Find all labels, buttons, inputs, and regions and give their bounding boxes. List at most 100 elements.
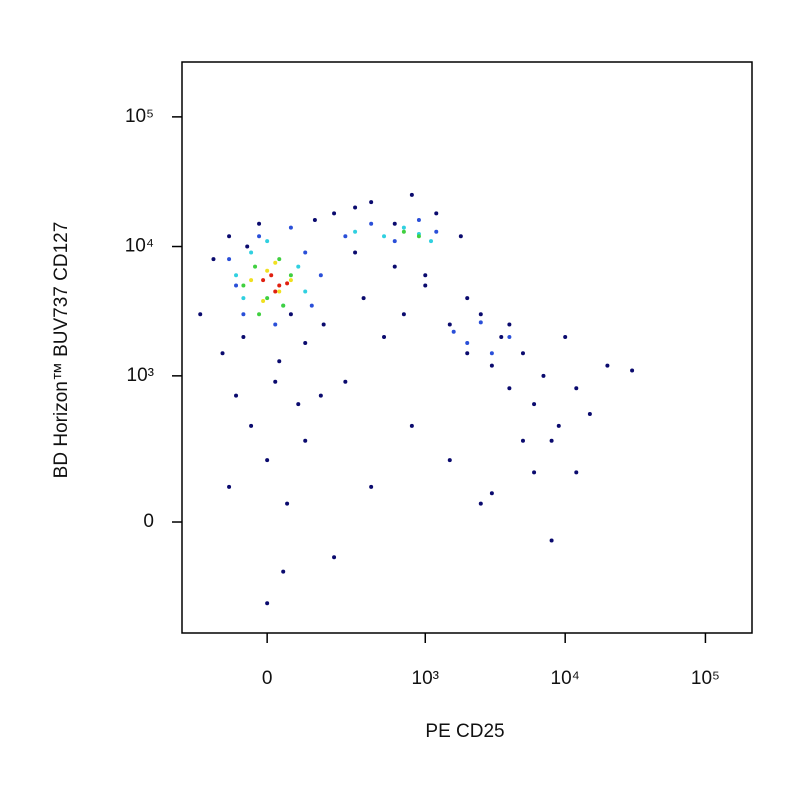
cell-dot	[401, 312, 406, 317]
cell-dot	[409, 192, 414, 197]
cell-dot	[605, 363, 610, 368]
cell-dot	[281, 303, 286, 308]
cell-dot	[478, 320, 483, 325]
cell-dot	[532, 470, 537, 475]
cell-dot	[392, 221, 397, 226]
cell-dot	[312, 218, 317, 223]
cell-dot	[361, 296, 366, 301]
cell-dot	[227, 234, 232, 239]
x-tick-label: 0	[262, 668, 273, 689]
cell-dot	[574, 386, 579, 391]
cell-dot	[465, 351, 470, 356]
cell-dot	[296, 264, 301, 269]
cell-dot	[288, 273, 293, 278]
cell-dot	[265, 268, 270, 273]
cell-dot	[507, 322, 512, 327]
cell-dot	[574, 470, 579, 475]
cell-dot	[321, 322, 326, 327]
cell-dot	[288, 312, 293, 317]
x-tick-label: 10³	[412, 668, 439, 689]
cell-dot	[227, 257, 232, 262]
cell-dot	[277, 283, 282, 288]
y-tick-label: 10⁵	[125, 106, 154, 127]
y-tick-label: 0	[143, 511, 154, 532]
cell-dot	[273, 260, 278, 265]
cell-dot	[332, 211, 337, 216]
y-axis-label: BD Horizon™ BUV737 CD127	[51, 222, 72, 479]
cell-dot	[303, 250, 308, 255]
cell-dot	[234, 273, 239, 278]
cell-dot	[556, 423, 561, 428]
cell-dot	[507, 386, 512, 391]
cell-dot	[257, 234, 262, 239]
cell-dot	[198, 312, 203, 317]
cell-dot	[241, 283, 246, 288]
cell-dot	[392, 239, 397, 244]
cell-dot	[288, 278, 293, 283]
cell-dot	[234, 393, 239, 398]
cell-dot	[241, 296, 246, 301]
cell-dot	[261, 298, 266, 303]
cell-dot	[318, 273, 323, 278]
y-tick-label: 10⁴	[125, 236, 154, 257]
cell-dot	[451, 329, 456, 334]
cell-dot	[416, 234, 421, 239]
cell-dot	[549, 538, 554, 543]
cell-dot	[309, 303, 314, 308]
cell-dot	[489, 363, 494, 368]
cell-dot	[630, 368, 635, 373]
cell-dot	[532, 402, 537, 407]
cell-dot	[303, 340, 308, 345]
cell-dot	[277, 289, 282, 294]
cell-dot	[227, 484, 232, 489]
plot-frame	[181, 61, 753, 634]
cell-dot	[489, 351, 494, 356]
cell-dot	[353, 205, 358, 210]
cell-dot	[369, 221, 374, 226]
cell-dot	[343, 234, 348, 239]
cell-dot	[249, 250, 254, 255]
cell-dot	[211, 257, 216, 262]
cell-dot	[261, 278, 266, 283]
cell-dot	[507, 335, 512, 340]
cell-dot	[429, 239, 434, 244]
cell-dot	[277, 359, 282, 364]
cell-dot	[353, 250, 358, 255]
cell-dot	[465, 296, 470, 301]
cell-dot	[401, 229, 406, 234]
cell-dot	[257, 221, 262, 226]
cell-dot	[541, 373, 546, 378]
cell-dot	[423, 273, 428, 278]
cell-dot	[332, 555, 337, 560]
cell-dot	[369, 200, 374, 205]
cell-dot	[220, 351, 225, 356]
cell-dot	[478, 312, 483, 317]
cell-dot	[281, 569, 286, 574]
cell-dot	[249, 423, 254, 428]
cell-dot	[277, 257, 282, 262]
cell-dot	[401, 225, 406, 230]
cell-dot	[265, 296, 270, 301]
cell-dot	[273, 322, 278, 327]
cell-dot	[587, 411, 592, 416]
cell-dot	[269, 273, 274, 278]
cell-dot	[257, 312, 262, 317]
cell-dot	[241, 335, 246, 340]
cell-dot	[296, 402, 301, 407]
cell-dot	[465, 340, 470, 345]
cell-dot	[499, 335, 504, 340]
cell-dot	[318, 393, 323, 398]
cell-dot	[265, 601, 270, 606]
cell-dot	[265, 239, 270, 244]
cell-dot	[369, 484, 374, 489]
cell-dot	[288, 225, 293, 230]
cell-dot	[273, 289, 278, 294]
cell-dot	[303, 438, 308, 443]
cell-dot	[249, 278, 254, 283]
cell-dot	[423, 283, 428, 288]
cell-dot	[382, 234, 387, 239]
cell-dot	[416, 218, 421, 223]
cell-dot	[273, 379, 278, 384]
cell-dot	[245, 244, 250, 249]
